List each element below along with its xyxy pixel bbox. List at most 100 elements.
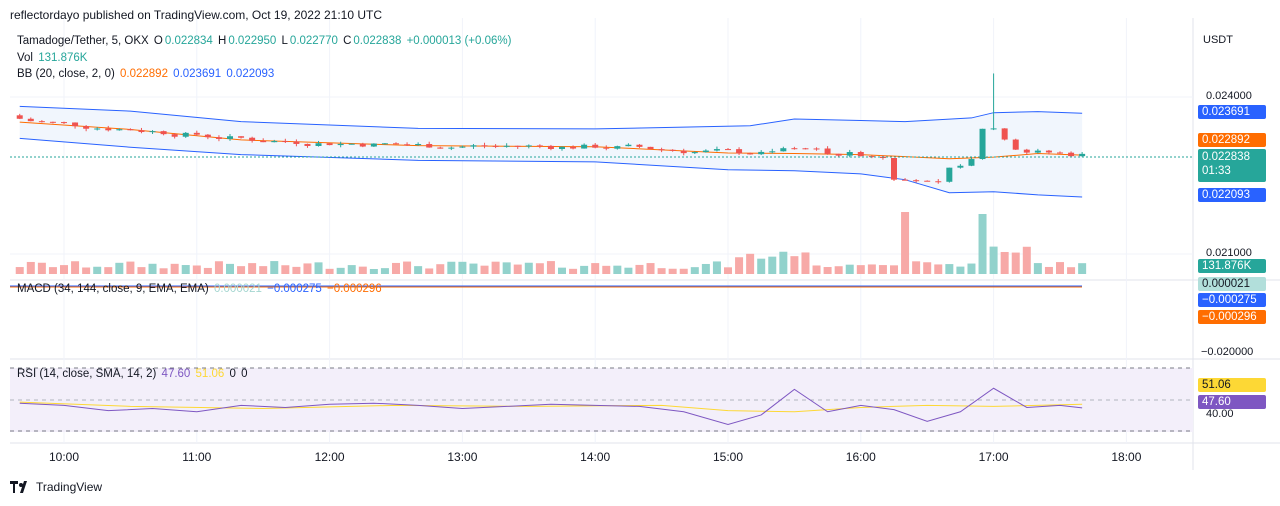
volume-bar — [392, 262, 400, 274]
candle-body — [603, 147, 610, 149]
volume-bar — [336, 267, 345, 274]
volume-bar — [679, 268, 688, 274]
volume-bar — [48, 267, 57, 274]
volume-bar — [646, 263, 655, 274]
candle-body — [470, 145, 477, 147]
volume-bar — [624, 267, 633, 274]
volume-bar — [281, 265, 290, 274]
volume-bar — [414, 266, 423, 274]
volume-bar — [801, 252, 810, 274]
volume-bar — [26, 261, 35, 274]
candle-body — [891, 157, 897, 180]
bb-mid-line — [19, 121, 1083, 160]
bb-label: BB (20, close, 2, 0) — [17, 68, 115, 80]
volume-bar — [845, 264, 854, 274]
volume-bar — [159, 268, 168, 274]
candle-body — [204, 134, 211, 138]
volume-bar — [1067, 267, 1076, 274]
candle-body — [116, 129, 123, 131]
rsi-line — [19, 387, 1083, 426]
footer-brand[interactable]: TradingView — [10, 480, 102, 494]
volume-bar — [60, 265, 68, 274]
volume-bar — [358, 266, 367, 274]
volume-bar — [834, 266, 843, 274]
macd-signal-value: −0.000296 — [327, 283, 382, 295]
volume-bar — [303, 263, 312, 274]
volume-bar — [71, 261, 80, 274]
candle-body — [813, 148, 820, 150]
volume-bar — [1078, 263, 1087, 274]
volume-bar — [923, 262, 932, 274]
candle-body — [171, 134, 178, 137]
bb-mid-value: 0.022892 — [120, 68, 168, 80]
volume-bar — [690, 267, 699, 274]
price-tick-bottom: 0.021000 — [1206, 247, 1252, 259]
candle-body — [238, 136, 245, 138]
volume-bar — [912, 261, 921, 274]
volume-bar — [823, 267, 832, 274]
candle-body — [713, 149, 720, 151]
candle-body — [758, 151, 765, 155]
volume-bar — [192, 265, 201, 274]
candle-body — [559, 146, 565, 149]
rsi-ma-line — [19, 401, 1083, 413]
volume-bar — [701, 263, 710, 274]
candle-body — [249, 137, 256, 141]
candle-body — [791, 148, 798, 150]
candle-body — [957, 165, 964, 168]
volume-bar — [524, 262, 533, 274]
volume-bar — [203, 267, 212, 274]
volume-bar — [967, 263, 976, 274]
candle-body — [260, 140, 267, 143]
volume-bar — [657, 268, 666, 274]
candle-body — [481, 145, 488, 147]
volume-bar — [602, 265, 611, 274]
rsi-zero-2: 0 — [241, 368, 248, 380]
macd-hist-value: 0.000021 — [213, 283, 262, 295]
low-label: L — [281, 35, 288, 47]
volume-bar — [934, 264, 943, 274]
volume-bar — [901, 212, 910, 274]
volume-bar — [1011, 252, 1020, 274]
price-tick-top: 0.024000 — [1206, 90, 1252, 102]
volume-group — [15, 212, 1087, 274]
volume-bar — [613, 265, 622, 274]
volume-bar — [502, 262, 511, 274]
candle-body — [592, 144, 599, 148]
candle-body — [503, 145, 510, 147]
candle-body — [514, 145, 521, 147]
price-badge-value: 0.022838 — [1202, 151, 1250, 163]
time-tick-2: 12:00 — [315, 450, 345, 464]
volume-bar — [558, 267, 566, 274]
volume-badge: 131.876K — [1198, 259, 1266, 273]
candle-body — [990, 128, 997, 130]
candle-body — [669, 149, 676, 151]
candle-body — [215, 137, 222, 139]
candle-body — [127, 129, 134, 131]
bb-upper-value: 0.023691 — [173, 68, 222, 80]
time-tick-3: 13:00 — [447, 450, 477, 464]
candle-body — [924, 180, 931, 182]
candle-body — [227, 136, 233, 139]
candle-body — [824, 148, 831, 154]
candle-body — [570, 146, 577, 149]
volume-bar — [292, 266, 301, 274]
volume-bar — [436, 264, 445, 274]
rsi-tick: 40.00 — [1206, 408, 1234, 420]
candle-body — [857, 152, 864, 157]
macd-line-badge: −0.000275 — [1198, 293, 1266, 307]
volume-bar — [403, 261, 412, 274]
low-value: 0.022770 — [289, 35, 338, 47]
macd-label: MACD (34, 144, close, 9, EMA, EMA) — [17, 283, 209, 295]
candle-body — [315, 143, 322, 146]
volume-bar — [812, 265, 821, 274]
candle-body — [525, 145, 532, 147]
candle-body — [359, 143, 366, 147]
countdown-value: 01:33 — [1202, 165, 1231, 177]
volume-bar — [369, 268, 378, 274]
candle-body — [802, 148, 809, 150]
candle-body — [979, 128, 986, 160]
volume-bar — [181, 265, 190, 274]
volume-bar — [126, 261, 135, 274]
rsi-ma-value: 51.06 — [195, 368, 225, 380]
